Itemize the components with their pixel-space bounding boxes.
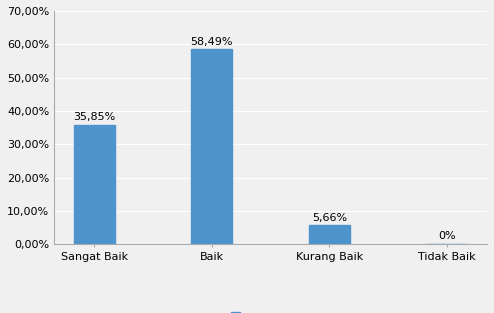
Text: 5,66%: 5,66% xyxy=(312,213,347,223)
Legend: Jumlah (%): Jumlah (%) xyxy=(227,308,315,313)
Text: 35,85%: 35,85% xyxy=(73,112,116,122)
Text: 0%: 0% xyxy=(438,232,455,241)
Text: 58,49%: 58,49% xyxy=(191,37,233,47)
Bar xyxy=(191,49,232,244)
Bar xyxy=(309,225,350,244)
Bar xyxy=(74,125,115,244)
